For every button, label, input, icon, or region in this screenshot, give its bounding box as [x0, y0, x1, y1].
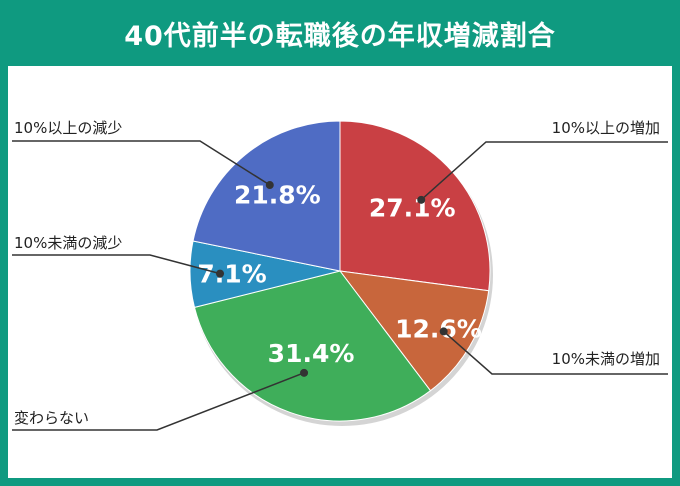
category-label: 10%以上の増加	[552, 119, 660, 137]
leader-dot	[417, 195, 426, 204]
leader-line	[12, 372, 305, 431]
leader-dot	[265, 181, 274, 190]
pie-slice-変わらない	[193, 270, 432, 422]
leader-line	[420, 141, 668, 201]
slice-value-label: 7.1%	[197, 259, 266, 288]
category-label: 10%以上の減少	[14, 119, 122, 137]
category-label: 変わらない	[14, 409, 89, 427]
pie-slice-10pct以上の減少	[192, 120, 341, 272]
chart-title: 40代前半の転職後の年収増減割合	[124, 20, 556, 52]
category-label: 10%未満の増加	[552, 350, 660, 368]
leader-line	[12, 254, 221, 275]
leader-dot	[216, 269, 225, 278]
slice-value-label: 21.8%	[234, 180, 321, 209]
leader-dot	[300, 368, 309, 377]
slice-value-label: 12.6%	[395, 314, 482, 343]
slice-value-label: 31.4%	[268, 339, 355, 368]
leader-line	[12, 140, 271, 186]
leader-line	[443, 330, 668, 375]
leader-dot	[439, 327, 448, 336]
pie-slice-10pct未満の増加	[338, 270, 490, 392]
category-label: 10%未満の減少	[14, 234, 122, 252]
slice-value-label: 27.1%	[369, 194, 456, 223]
